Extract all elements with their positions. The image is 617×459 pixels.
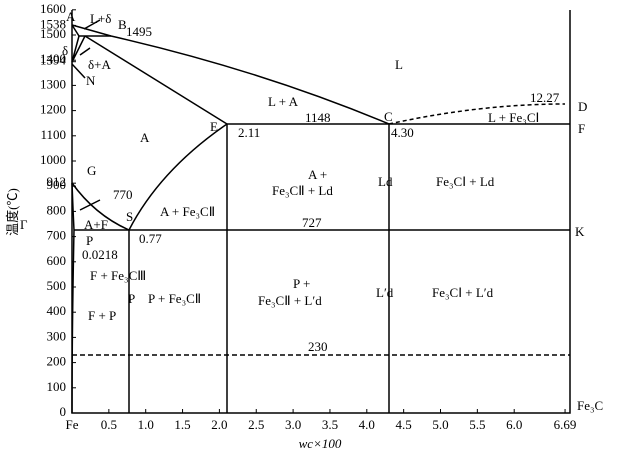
- x-tick-label: 2.0: [211, 417, 227, 432]
- y-tick-label: 1300: [40, 76, 66, 91]
- x-tick-label: 3.5: [322, 417, 338, 432]
- region-label: 230: [308, 339, 328, 354]
- region-label: F: [578, 121, 585, 136]
- x-tick-label: 1.5: [174, 417, 190, 432]
- region-label: δ+A: [88, 57, 111, 72]
- delta-lines: [71, 35, 86, 63]
- y-axis-label: 温度(℃): [5, 188, 20, 236]
- y-tick-label: 912: [47, 174, 67, 189]
- verticals: [128, 124, 390, 413]
- region-label: L′d: [376, 285, 394, 300]
- region-label: L: [395, 57, 403, 72]
- region-label: A+F: [84, 217, 108, 232]
- y-tick-label: 0: [60, 404, 67, 419]
- boundaries: [71, 10, 571, 414]
- y-tick-label: 1400: [40, 51, 66, 66]
- y-tick-label: 800: [47, 202, 67, 217]
- region-label: 727: [302, 215, 322, 230]
- x-tick-label: 3.0: [285, 417, 301, 432]
- y-tick-label: 1100: [40, 127, 66, 142]
- region-label: 2.11: [238, 125, 260, 140]
- region-label: N: [86, 73, 96, 88]
- region-label: S: [126, 209, 133, 224]
- liquidus: [71, 24, 390, 125]
- region-label: Γ: [20, 217, 28, 232]
- x-tick-label: 6.69: [554, 417, 577, 432]
- es-line: [128, 123, 228, 231]
- x-tick-label: 5.5: [469, 417, 485, 432]
- region-label: Fe₃C: [577, 398, 603, 413]
- x-tick-label: 4.5: [396, 417, 412, 432]
- x-tick-label: 5.0: [432, 417, 448, 432]
- x-axis-label: wc×100: [299, 436, 342, 451]
- region-label: A: [66, 9, 76, 24]
- y-tick-label: 1200: [40, 102, 66, 117]
- y-tick-label: 1500: [40, 26, 66, 41]
- liquidus-cd: [388, 103, 566, 125]
- region-label: 770: [113, 187, 133, 202]
- region-label: B: [118, 17, 127, 32]
- region-label: G: [87, 163, 96, 178]
- x-tick-label: 1.0: [138, 417, 154, 432]
- x-tick-label: 2.5: [248, 417, 264, 432]
- region-label: F + Fe₃CⅢ: [90, 268, 146, 283]
- x-tick-label: Fe: [66, 417, 79, 432]
- region-label: 12.27: [530, 90, 560, 105]
- region-label: 4.30: [391, 125, 414, 140]
- region-label: P +: [293, 276, 310, 291]
- region-label: Fe₃CⅠ + Ld: [436, 174, 495, 189]
- region-label: C: [384, 109, 393, 124]
- region-label: D: [578, 99, 587, 114]
- y-tick-label: 1600: [40, 1, 66, 16]
- pq-line: [71, 229, 75, 414]
- region-label: L+δ: [90, 11, 111, 26]
- region-label: L + A: [268, 94, 299, 109]
- gp-line: [71, 182, 75, 231]
- region-label: A + Fe₃CⅡ: [160, 204, 215, 219]
- region-label: Ld: [378, 174, 393, 189]
- region-label: A +: [308, 167, 327, 182]
- y-tick-label: 600: [47, 253, 67, 268]
- region-label: K: [575, 224, 585, 239]
- pointer-lines: [71, 19, 101, 211]
- region-label: F + P: [88, 308, 116, 323]
- region-label: P + Fe₃CⅡ: [148, 291, 201, 306]
- y-tick-label: 900: [47, 177, 67, 192]
- y-tick-label: 1000: [40, 152, 66, 167]
- y-tick-label: 300: [47, 328, 67, 343]
- y-tick-label: 1394: [40, 53, 67, 68]
- y-tick-label: 100: [47, 379, 67, 394]
- x-tick-label: 4.0: [359, 417, 375, 432]
- gs-line: [71, 182, 130, 231]
- region-label: L + Fe₃CⅠ: [488, 110, 539, 125]
- x-tick-label: 0.5: [101, 417, 117, 432]
- y-tick-label: 500: [47, 278, 67, 293]
- region-label: Fe₃CⅠ + L′d: [432, 285, 494, 300]
- x-tick-label: 6.0: [506, 417, 522, 432]
- region-label: 0.0218: [82, 247, 118, 262]
- y-tick-label: 200: [47, 354, 67, 369]
- region-label: Fe₃CⅡ + L′d: [258, 293, 322, 308]
- y-tick-label: 1538: [40, 16, 66, 31]
- region-label: 1148: [305, 110, 331, 125]
- region-label: P: [128, 291, 135, 306]
- region-label: δ: [62, 43, 68, 58]
- region-label: 0.77: [139, 231, 162, 246]
- y-tick-label: 700: [47, 228, 67, 243]
- region-label: A: [140, 130, 150, 145]
- region-label: E: [210, 119, 218, 134]
- region-label: 1495: [126, 24, 152, 39]
- region-label: Fe₃CⅡ + Ld: [272, 183, 333, 198]
- y-tick-label: 400: [47, 303, 67, 318]
- solidus-je: [84, 35, 228, 125]
- region-label: P: [86, 233, 93, 248]
